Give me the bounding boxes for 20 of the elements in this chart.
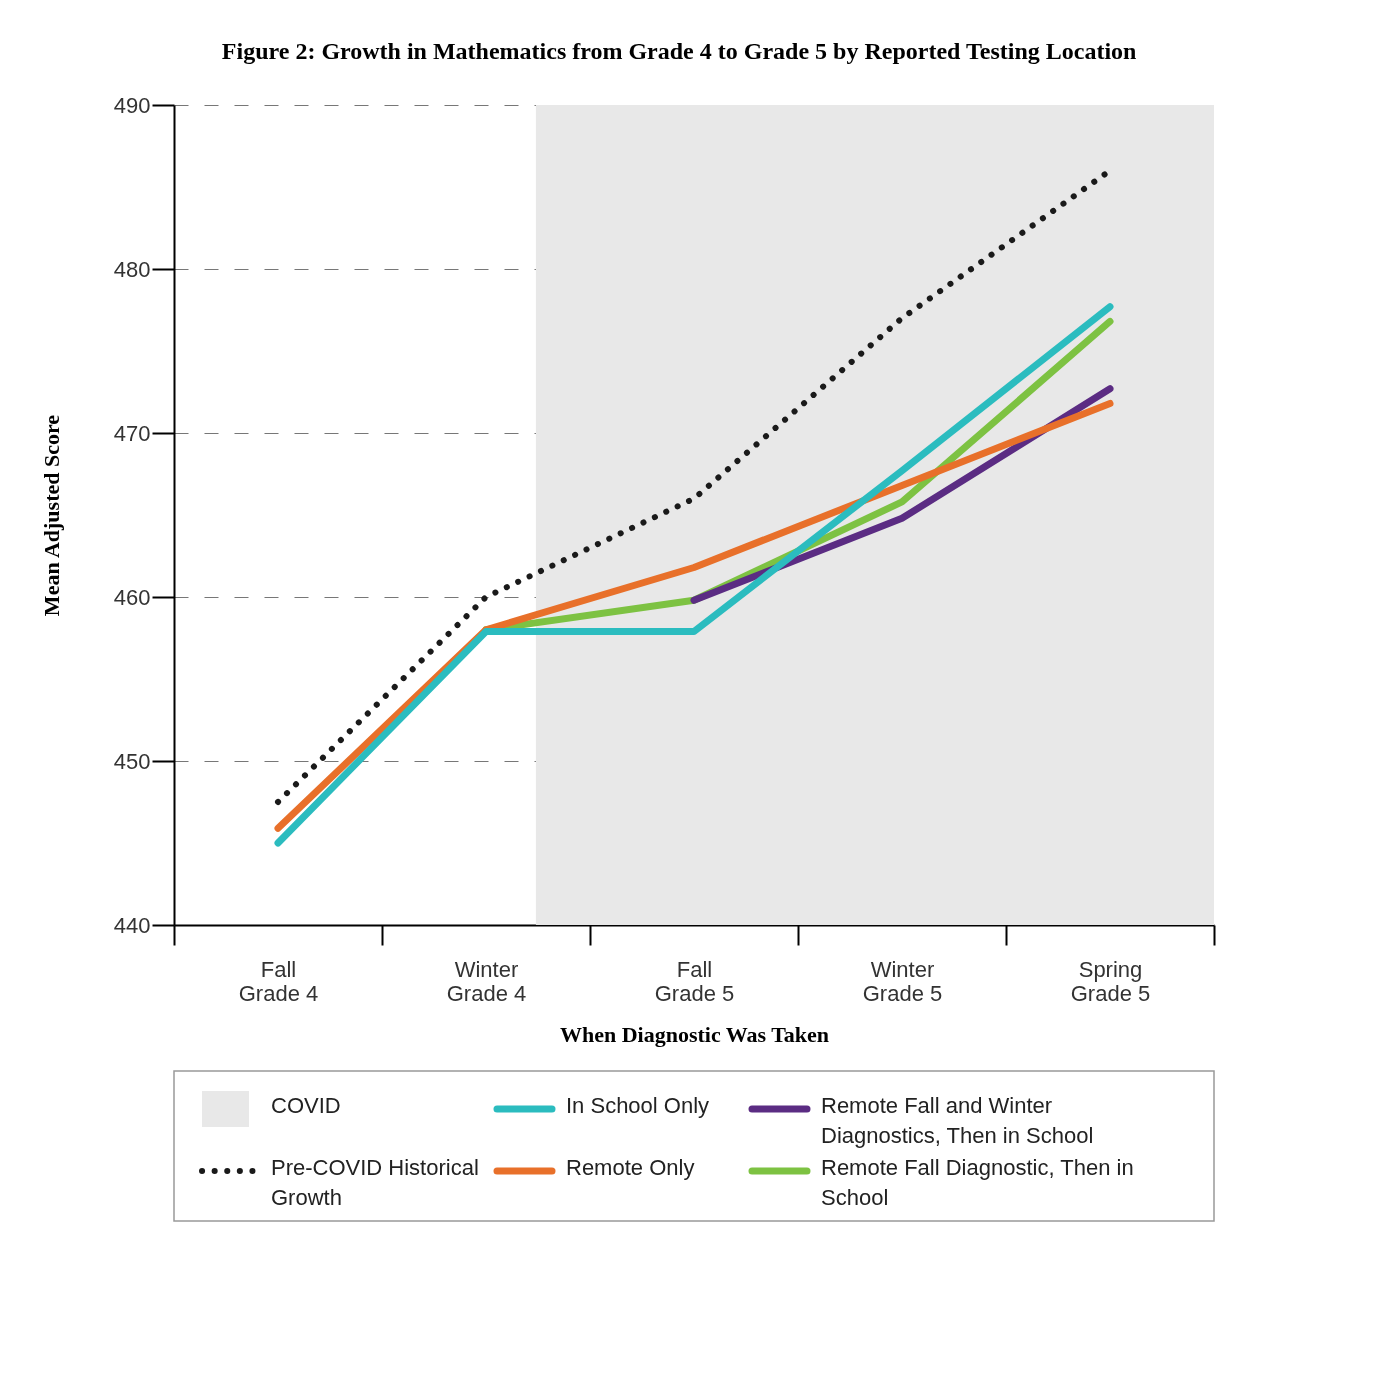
legend-label: Remote Only (566, 1155, 695, 1180)
x-tick-label: Winter Grade 5 (862, 956, 943, 1006)
x-axis-title: When Diagnostic Was Taken (559, 1021, 830, 1047)
x-tick-label: Fall Grade 4 (238, 956, 319, 1006)
y-axis-title: Mean Adjusted Score (38, 414, 64, 617)
legend-label: Remote Fall Diagnostic, Then in School (821, 1155, 1134, 1210)
y-tick-label: 470 (113, 420, 151, 446)
legend-label: COVID (271, 1093, 341, 1118)
y-tick-label: 450 (113, 748, 151, 774)
x-tick-label: Fall Grade 5 (654, 956, 735, 1006)
y-tick-label: 440 (113, 912, 151, 938)
y-tick-label: 480 (113, 256, 151, 282)
legend-label: In School Only (566, 1093, 710, 1118)
legend-label: Remote Fall and Winter Diagnostics, Then in School (821, 1093, 1094, 1148)
y-tick-label: 460 (113, 584, 151, 610)
y-tick-label: 490 (113, 92, 151, 118)
legend-label: Pre-COVID Historical Growth (271, 1155, 479, 1210)
x-tick-label: Spring Grade 5 (1070, 956, 1151, 1006)
chart-title: Figure 2: Growth in Mathematics from Grade 4 to Grade 5 by Reported Testing Location (221, 38, 1137, 64)
x-tick-label: Winter Grade 4 (446, 956, 527, 1006)
